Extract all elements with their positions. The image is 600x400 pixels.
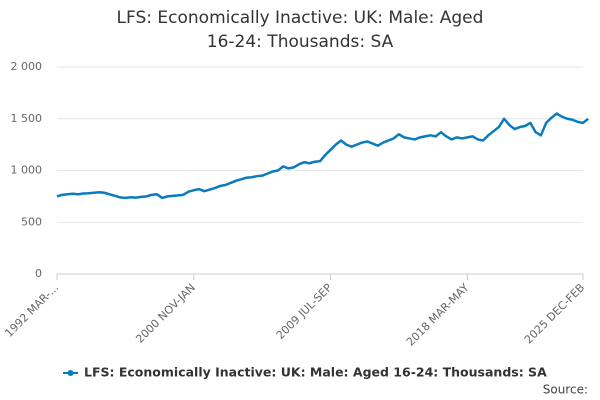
chart-title: LFS: Economically Inactive: UK: Male: Ag… <box>116 8 484 52</box>
y-tick-label: 1 000 <box>11 164 43 177</box>
y-tick-label: 1 500 <box>11 112 43 125</box>
x-tick-label: 2009 JUL-SEP <box>274 281 335 342</box>
y-tick-label: 500 <box>21 215 42 228</box>
y-tick-label: 2 000 <box>11 60 43 73</box>
x-tick-label: 1992 MAR-... <box>2 281 61 340</box>
x-tick-label: 2018 MAR-MAY <box>404 281 472 349</box>
legend-marker <box>67 370 74 376</box>
legend-label: LFS: Economically Inactive: UK: Male: Ag… <box>84 365 547 380</box>
line-series <box>56 112 590 200</box>
source: Source: <box>543 383 588 397</box>
y-tick-label: 0 <box>35 267 42 280</box>
x-tick-label: 2025 DEC-FEB <box>522 281 587 346</box>
x-tick-label: 2000 NOV-JAN <box>133 281 198 346</box>
